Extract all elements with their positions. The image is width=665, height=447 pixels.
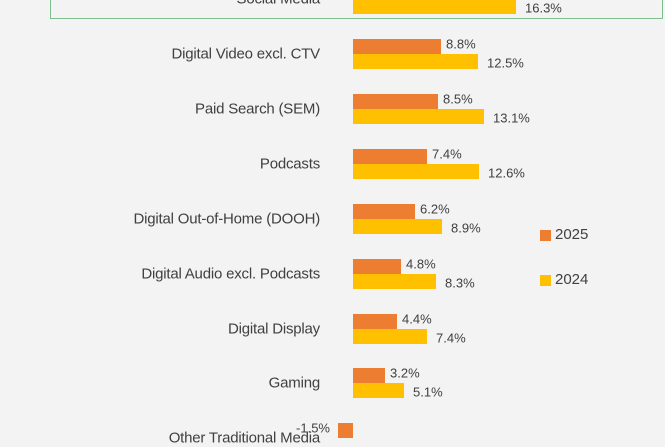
bar-2025 (353, 39, 441, 54)
bar-2025 (353, 93, 438, 109)
data-label-2024: 16.3% (525, 0, 562, 16)
data-label-2025: 7.4% (432, 146, 462, 162)
data-label-2025: 3.2% (390, 365, 420, 381)
category-label: Gaming (268, 374, 321, 392)
highlight-box-social-media (50, 0, 663, 19)
category-label: Digital Audio excl. Podcasts (141, 265, 320, 283)
bar-2024 (353, 273, 436, 289)
bar-2024 (353, 328, 427, 344)
data-label-2024: 12.6% (488, 165, 525, 181)
data-label-2024: 12.5% (487, 55, 524, 71)
data-label-2024: 8.9% (451, 220, 481, 236)
bar-2025 (353, 148, 427, 164)
data-label-2025: 8.8% (446, 36, 476, 52)
data-label-2024: 7.4% (436, 330, 466, 345)
bar-2024 (353, 0, 516, 15)
bar-2025 (353, 313, 397, 329)
bar-2025 (353, 368, 385, 384)
category-label: Digital Out-of-Home (DOOH) (133, 210, 321, 228)
bar-2024 (353, 54, 478, 69)
data-label-2024: 13.1% (493, 110, 530, 126)
data-label-2024: 5.1% (413, 384, 443, 400)
legend-label-2025: 2025 (555, 226, 589, 243)
category-label: Digital Video excl. CTV (171, 45, 320, 63)
data-label-2025: -1.5% (296, 420, 330, 436)
bar-2025 (353, 203, 415, 219)
data-label-2025: 4.8% (406, 256, 436, 272)
data-label-2024: 8.3% (445, 275, 475, 291)
category-label: Digital Display (227, 320, 320, 337)
legend-swatch-2024 (540, 275, 551, 286)
category-label: Social Media (237, 0, 321, 8)
bar-2024 (353, 383, 404, 399)
data-label-2025: 6.2% (420, 201, 450, 217)
bar-2024 (353, 218, 442, 234)
data-label-2025: 8.5% (443, 91, 473, 107)
bar-2024 (353, 163, 479, 179)
bar-2025 (338, 423, 353, 439)
legend-swatch-2025 (540, 230, 551, 241)
data-label-2025: 4.4% (402, 311, 432, 326)
legend-label-2024: 2024 (555, 271, 589, 288)
bar-2024 (353, 108, 484, 124)
category-label: Paid Search (SEM) (195, 100, 320, 118)
category-label: Podcasts (259, 155, 320, 173)
bar-2025 (353, 258, 401, 274)
